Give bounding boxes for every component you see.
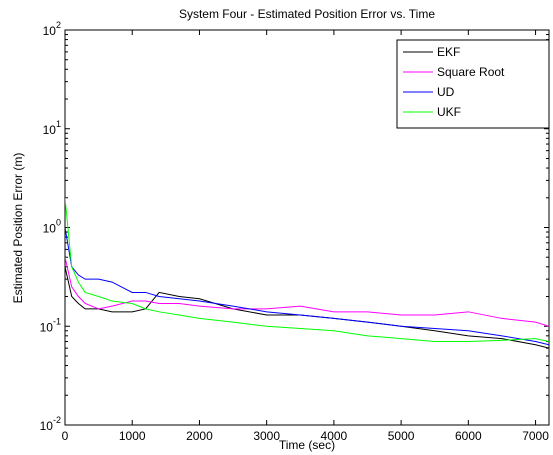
legend-label: EKF (437, 45, 460, 59)
legend-box (396, 39, 550, 129)
legend-label: Square Root (437, 65, 505, 79)
x-tick-label: 1000 (119, 429, 146, 443)
x-tick-label: 5000 (388, 429, 415, 443)
x-tick-label: 6000 (455, 429, 482, 443)
x-tick-label: 7000 (522, 429, 549, 443)
x-tick-label: 2000 (186, 429, 213, 443)
line-series (65, 227, 549, 346)
x-tick-label: 0 (62, 429, 69, 443)
x-axis-label: Time (sec) (279, 438, 335, 452)
x-tick-label: 4000 (321, 429, 348, 443)
line-series (65, 197, 549, 343)
y-axis-label: Estimated Position Error (m) (11, 153, 25, 304)
line-series (65, 257, 549, 327)
legend-label: UD (437, 85, 455, 99)
chart-title: System Four - Estimated Position Error v… (179, 7, 435, 21)
x-tick-label: 3000 (253, 429, 280, 443)
legend-label: UKF (437, 105, 461, 119)
